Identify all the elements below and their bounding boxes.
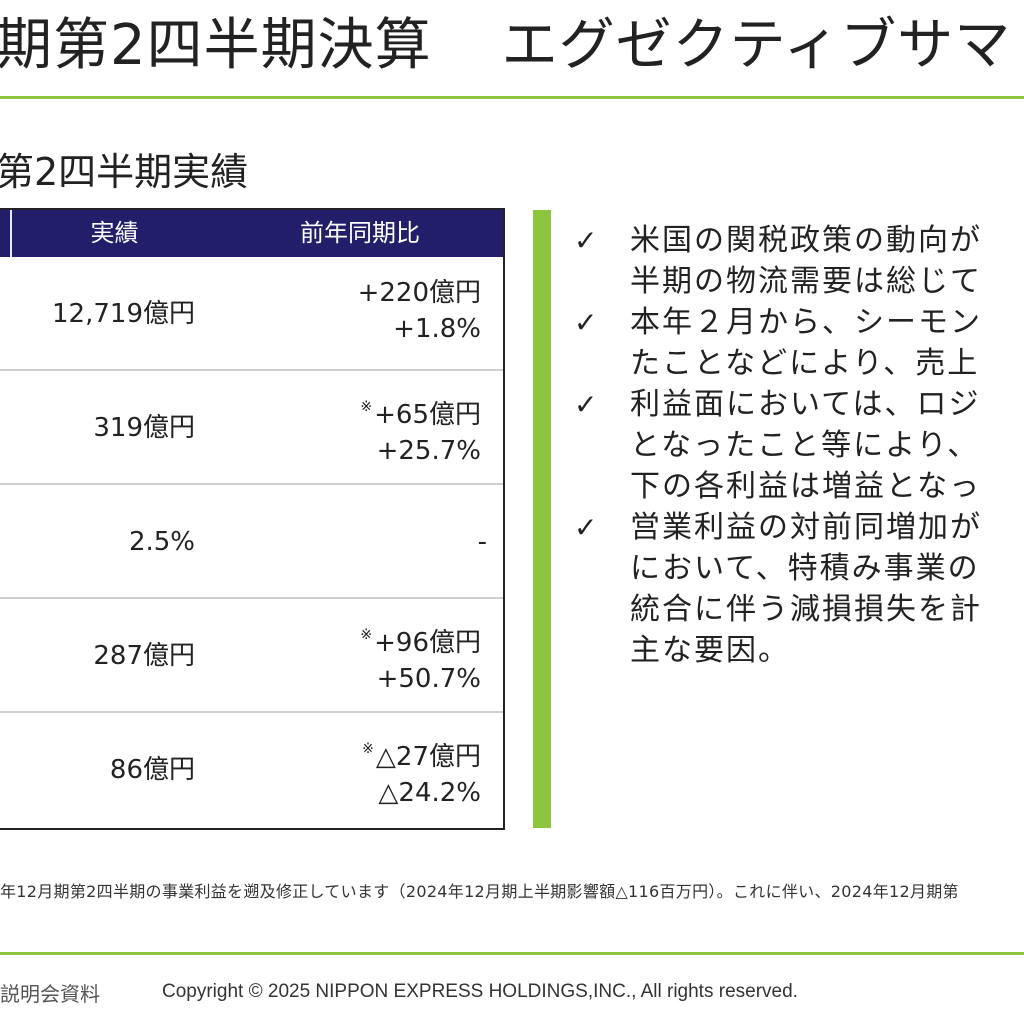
bullet-line: 利益面においては、ロジ [630, 387, 981, 422]
yoy-value: ※+96億円 +50.7% [360, 617, 481, 697]
yoy-dash: - [477, 527, 487, 557]
header-separator [10, 210, 12, 257]
check-icon: ✓ [574, 388, 598, 421]
bullet-line: たことなどにより、売上 [630, 346, 980, 381]
bullet-line: 主な要因。 [630, 633, 790, 668]
bullet-line: において、特積み事業の [630, 551, 980, 586]
actual-value: 86億円 [109, 755, 195, 785]
bullet-line: 本年２月から、シーモン [630, 305, 982, 340]
bullet-line: 米国の関税政策の動向が [630, 223, 982, 258]
page-title: 期第2四半期決算 エグゼクティブサマ [0, 10, 1011, 82]
title-divider [0, 96, 1024, 99]
actual-value: 2.5% [128, 527, 195, 557]
summary-bullets: ✓ 米国の関税政策の動向が 半期の物流需要は総じて ✓ 本年２月から、シーモン … [574, 220, 1024, 671]
yoy-amount: +96億円 [374, 628, 481, 658]
bullet-line: 統合に伴う減損損失を計 [630, 592, 982, 627]
table-row: 319億円 ※+65億円 +25.7% [0, 371, 503, 485]
yoy-amount: △27億円 [375, 742, 481, 772]
title-sub: エグゼクティブサマ [501, 13, 1012, 78]
table-row: 2.5% - [0, 485, 503, 599]
footer-divider [0, 952, 1024, 955]
bullet-line: となったこと等により、 [630, 428, 980, 463]
bullet-line: 下の各利益は増益となっ [630, 469, 982, 504]
footer-document-label: 説明会資料 [0, 982, 100, 1006]
actual-value: 287億円 [93, 641, 195, 671]
yoy-amount: +220億円 [357, 278, 481, 308]
section-heading: 第2四半期実績 [0, 150, 249, 194]
table-row: 12,719億円 +220億円 +1.8% [0, 257, 503, 371]
actual-value: 319億円 [93, 413, 195, 443]
table-header: 実績 前年同期比 [0, 210, 503, 257]
bullet-item: ✓ 本年２月から、シーモン たことなどにより、売上 [574, 302, 1024, 384]
bullet-item: ✓ 米国の関税政策の動向が 半期の物流需要は総じて [574, 220, 1024, 302]
yoy-value: +220億円 +1.8% [358, 275, 481, 347]
copyright-notice: Copyright © 2025 NIPPON EXPRESS HOLDINGS… [162, 981, 798, 1002]
check-icon: ✓ [574, 306, 598, 339]
footnote-mark: ※ [362, 741, 374, 757]
bullet-item: ✓ 営業利益の対前同増加が において、特積み事業の 統合に伴う減損損失を計 主な… [574, 507, 1024, 671]
yoy-amount: +65億円 [374, 400, 481, 430]
results-table: 実績 前年同期比 12,719億円 +220億円 +1.8% 319億円 ※+6… [0, 208, 505, 830]
yoy-value: ※△27億円 △24.2% [362, 731, 481, 811]
footnote-mark: ※ [360, 627, 373, 643]
check-icon: ✓ [574, 224, 598, 257]
column-header-yoy: 前年同期比 [300, 219, 420, 247]
title-main: 期第2四半期決算 [0, 13, 432, 78]
footnote-mark: ※ [360, 399, 373, 415]
table-row: 287億円 ※+96億円 +50.7% [0, 599, 503, 713]
yoy-value: ※+65億円 +25.7% [360, 389, 481, 469]
accent-bar [533, 210, 551, 828]
yoy-percent: +1.8% [393, 314, 481, 344]
table-row: 86億円 ※△27億円 △24.2% [0, 713, 503, 827]
bullet-line: 半期の物流需要は総じて [630, 264, 982, 299]
bullet-line: 営業利益の対前同増加が [630, 510, 982, 545]
yoy-percent: +50.7% [376, 664, 481, 694]
footnote: 年12月期第2四半期の事業利益を遡及修正しています（2024年12月期上半期影響… [0, 882, 959, 901]
yoy-percent: +25.7% [376, 436, 481, 466]
column-header-actual: 実績 [90, 219, 139, 247]
yoy-percent: △24.2% [378, 778, 481, 808]
check-icon: ✓ [574, 511, 598, 544]
bullet-item: ✓ 利益面においては、ロジ となったこと等により、 下の各利益は増益となっ [574, 384, 1024, 507]
actual-value: 12,719億円 [52, 299, 195, 329]
